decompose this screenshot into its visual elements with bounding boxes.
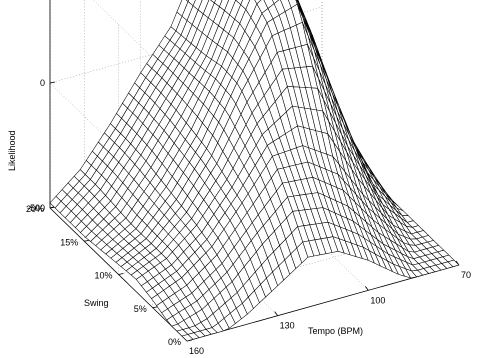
x-tick-mark [274, 311, 278, 316]
grid-line-z-left [49, 82, 188, 217]
z-tick-label: 0 [40, 78, 45, 88]
x-tick-label: 100 [370, 295, 385, 305]
y-tick-mark [118, 273, 124, 275]
y-tick-label: 15% [60, 237, 78, 247]
y-tick-label: 20% [26, 204, 44, 214]
y-tick-label: 0% [168, 337, 181, 347]
y-tick-mark [152, 306, 158, 309]
z-tick-label: -500 [27, 203, 45, 213]
surface-mesh [49, 0, 460, 342]
y-tick-label: 10% [94, 271, 112, 281]
surface-cell [447, 259, 460, 267]
z-axis-label: Likelihood [7, 130, 17, 171]
x-axis-label: Tempo (BPM) [308, 326, 363, 336]
x-tick-label: 160 [189, 346, 204, 356]
y-tick-mark [84, 239, 90, 242]
y-tick-label: 5% [134, 304, 147, 314]
x-tick-label: 130 [280, 321, 295, 331]
x-tick-label: 70 [461, 270, 471, 280]
z-tick-mark [49, 81, 56, 84]
x-tick-mark [365, 286, 369, 291]
surface-cell [210, 0, 216, 4]
y-axis-label: Swing [84, 298, 109, 308]
